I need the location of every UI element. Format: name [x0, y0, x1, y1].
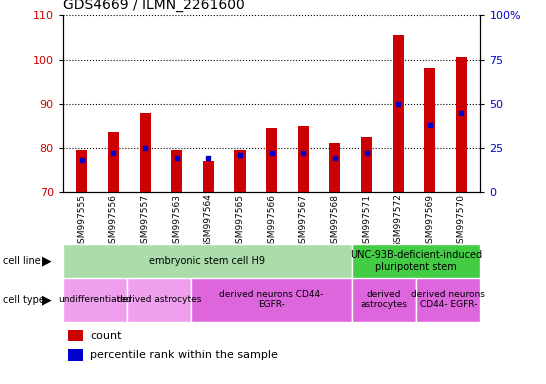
Text: GDS4669 / ILMN_2261600: GDS4669 / ILMN_2261600 [63, 0, 245, 12]
Bar [203, 161, 214, 192]
Text: GSM997556: GSM997556 [109, 194, 118, 248]
Bar [361, 137, 372, 192]
Text: derived neurons
CD44- EGFR-: derived neurons CD44- EGFR- [412, 290, 485, 310]
Bar [424, 68, 435, 192]
Bar [352, 244, 480, 278]
Text: GSM997571: GSM997571 [362, 194, 371, 248]
Bar [140, 113, 151, 192]
Bar [68, 329, 83, 341]
Text: GSM997565: GSM997565 [235, 194, 245, 248]
Bar [298, 126, 309, 192]
Text: ▶: ▶ [42, 254, 52, 267]
Bar [108, 132, 119, 192]
Bar [76, 150, 87, 192]
Text: derived neurons CD44-
EGFR-: derived neurons CD44- EGFR- [219, 290, 324, 310]
Text: count: count [90, 331, 122, 341]
Bar [68, 349, 83, 361]
Text: GSM997566: GSM997566 [267, 194, 276, 248]
Bar [329, 144, 341, 192]
Bar [63, 278, 127, 322]
Text: UNC-93B-deficient-induced
pluripotent stem: UNC-93B-deficient-induced pluripotent st… [350, 250, 482, 271]
Bar [127, 278, 191, 322]
Bar [352, 278, 416, 322]
Bar [456, 57, 467, 192]
Text: ▶: ▶ [42, 293, 52, 306]
Bar [63, 244, 352, 278]
Text: GSM997557: GSM997557 [140, 194, 150, 248]
Bar [416, 278, 480, 322]
Text: GSM997569: GSM997569 [425, 194, 435, 248]
Text: cell line: cell line [3, 256, 40, 266]
Text: GSM997563: GSM997563 [172, 194, 181, 248]
Text: GSM997567: GSM997567 [299, 194, 308, 248]
Text: GSM997570: GSM997570 [457, 194, 466, 248]
Text: percentile rank within the sample: percentile rank within the sample [90, 350, 278, 360]
Bar [191, 278, 352, 322]
Text: undifferentiated: undifferentiated [58, 295, 132, 304]
Text: embryonic stem cell H9: embryonic stem cell H9 [150, 256, 265, 266]
Text: derived
astrocytes: derived astrocytes [360, 290, 408, 310]
Text: cell type: cell type [3, 295, 45, 305]
Bar [171, 150, 182, 192]
Bar [393, 35, 403, 192]
Text: GSM997555: GSM997555 [78, 194, 86, 248]
Text: GSM997572: GSM997572 [394, 194, 403, 248]
Text: derived astrocytes: derived astrocytes [117, 295, 201, 304]
Text: GSM997564: GSM997564 [204, 194, 213, 248]
Bar [234, 150, 246, 192]
Text: GSM997568: GSM997568 [330, 194, 340, 248]
Bar [266, 128, 277, 192]
